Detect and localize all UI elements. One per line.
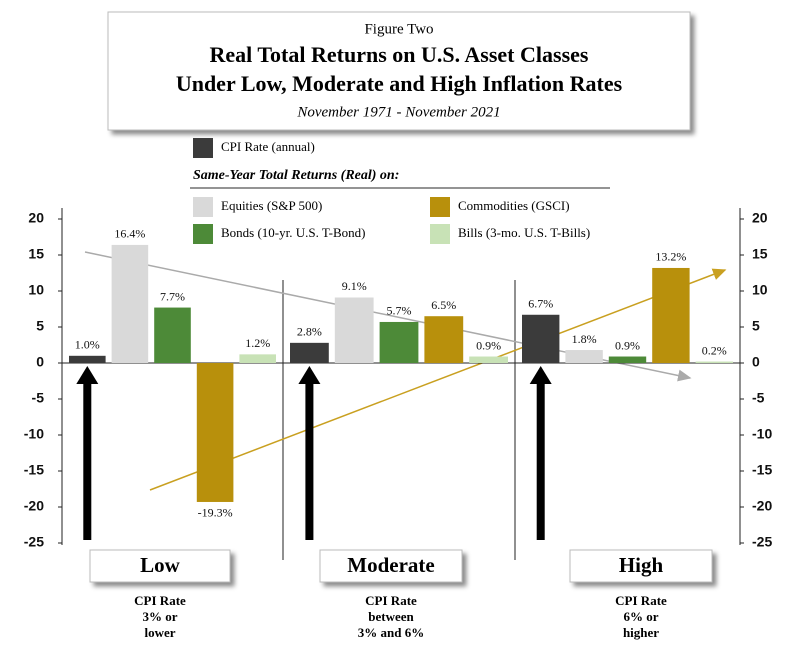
- value-label: 1.0%: [75, 338, 100, 352]
- value-label: 13.2%: [655, 250, 686, 264]
- bar: [239, 354, 276, 363]
- y-tick-label: -10: [24, 426, 44, 442]
- y-tick-label: 0: [36, 354, 44, 370]
- category-note: higher: [623, 625, 659, 640]
- bar: [652, 267, 690, 363]
- y2-tick-label: 10: [752, 282, 768, 298]
- figure-label: Figure Two: [364, 21, 433, 37]
- category-note: CPI Rate: [615, 593, 667, 608]
- chart-title: Real Total Returns on U.S. Asset Classes: [210, 42, 589, 67]
- category-note: CPI Rate: [134, 593, 186, 608]
- y2-tick-label: -25: [752, 534, 772, 550]
- category-note: lower: [144, 625, 175, 640]
- bar: [154, 307, 191, 363]
- category-note: 3% or: [142, 609, 177, 624]
- value-label: 6.5%: [431, 298, 456, 312]
- y-tick-label: 5: [36, 318, 44, 334]
- value-label: 7.7%: [160, 289, 185, 303]
- y2-tick-label: -5: [752, 390, 765, 406]
- y-tick-label: 15: [28, 246, 44, 262]
- legend-label: CPI Rate (annual): [221, 139, 315, 154]
- value-label: 0.9%: [476, 338, 501, 352]
- bar: [69, 355, 106, 363]
- y2-tick-label: -15: [752, 462, 772, 478]
- category-label: Moderate: [347, 553, 434, 577]
- subtitle: November 1971 - November 2021: [296, 104, 500, 120]
- value-label: 1.2%: [245, 336, 270, 350]
- bar: [695, 361, 733, 363]
- category-box: [569, 549, 713, 583]
- bar: [379, 321, 419, 363]
- bar: [469, 356, 508, 363]
- value-label: -19.3%: [198, 506, 233, 520]
- category-note: 3% and 6%: [358, 625, 424, 640]
- arrow-shaft: [83, 382, 92, 540]
- legend-label: Bills (3-mo. U.S. T-Bills): [458, 225, 590, 240]
- y-tick-label: -5: [32, 390, 45, 406]
- y-tick-label: -25: [24, 534, 44, 550]
- value-label: 16.4%: [114, 227, 145, 241]
- category-note: 6% or: [623, 609, 658, 624]
- bar: [522, 314, 560, 363]
- value-label: 0.9%: [615, 338, 640, 352]
- bar: [111, 244, 149, 363]
- category-box: [89, 549, 231, 583]
- legend-swatch: [193, 224, 213, 244]
- arrow-head: [298, 366, 321, 384]
- y2-tick-label: 20: [752, 210, 768, 226]
- trend-arrow: [149, 268, 727, 491]
- category-label: Low: [140, 553, 181, 577]
- y-tick-label: -20: [24, 498, 44, 514]
- bar: [608, 356, 647, 363]
- value-label: 1.8%: [572, 332, 597, 346]
- y2-tick-label: -20: [752, 498, 772, 514]
- y-tick-label: 20: [28, 210, 44, 226]
- legend-swatch: [193, 138, 213, 158]
- legend-swatch: [430, 224, 450, 244]
- legend-swatch: [430, 197, 450, 217]
- y2-tick-label: -10: [752, 426, 772, 442]
- bar: [334, 297, 374, 363]
- category-note: CPI Rate: [365, 593, 417, 608]
- title-box: [107, 11, 691, 131]
- legend-label: Equities (S&P 500): [221, 198, 322, 213]
- category-box: [319, 549, 463, 583]
- y-tick-label: 10: [28, 282, 44, 298]
- category-label: High: [619, 553, 664, 577]
- value-label: 2.8%: [297, 325, 322, 339]
- bar: [424, 316, 464, 363]
- arrow-shaft: [305, 382, 314, 540]
- bar: [565, 350, 603, 363]
- bar: [290, 342, 329, 363]
- y2-tick-label: 5: [752, 318, 760, 334]
- bar: [196, 363, 234, 502]
- arrow-head: [76, 366, 99, 384]
- value-label: 9.1%: [342, 279, 367, 293]
- category-note: between: [368, 609, 414, 624]
- legend-label: Commodities (GSCI): [458, 198, 570, 213]
- arrow-head: [529, 366, 552, 384]
- legend-heading: Same-Year Total Returns (Real) on:: [193, 168, 399, 183]
- legend-label: Bonds (10-yr. U.S. T-Bond): [221, 225, 365, 240]
- arrow-shaft: [536, 382, 545, 540]
- value-label: 6.7%: [528, 297, 553, 311]
- value-label: 0.2%: [702, 343, 727, 357]
- legend-swatch: [193, 197, 213, 217]
- value-label: 5.7%: [387, 304, 412, 318]
- y2-tick-label: 15: [752, 246, 768, 262]
- y-tick-label: -15: [24, 462, 44, 478]
- y2-tick-label: 0: [752, 354, 760, 370]
- chart-title: Under Low, Moderate and High Inflation R…: [176, 71, 623, 96]
